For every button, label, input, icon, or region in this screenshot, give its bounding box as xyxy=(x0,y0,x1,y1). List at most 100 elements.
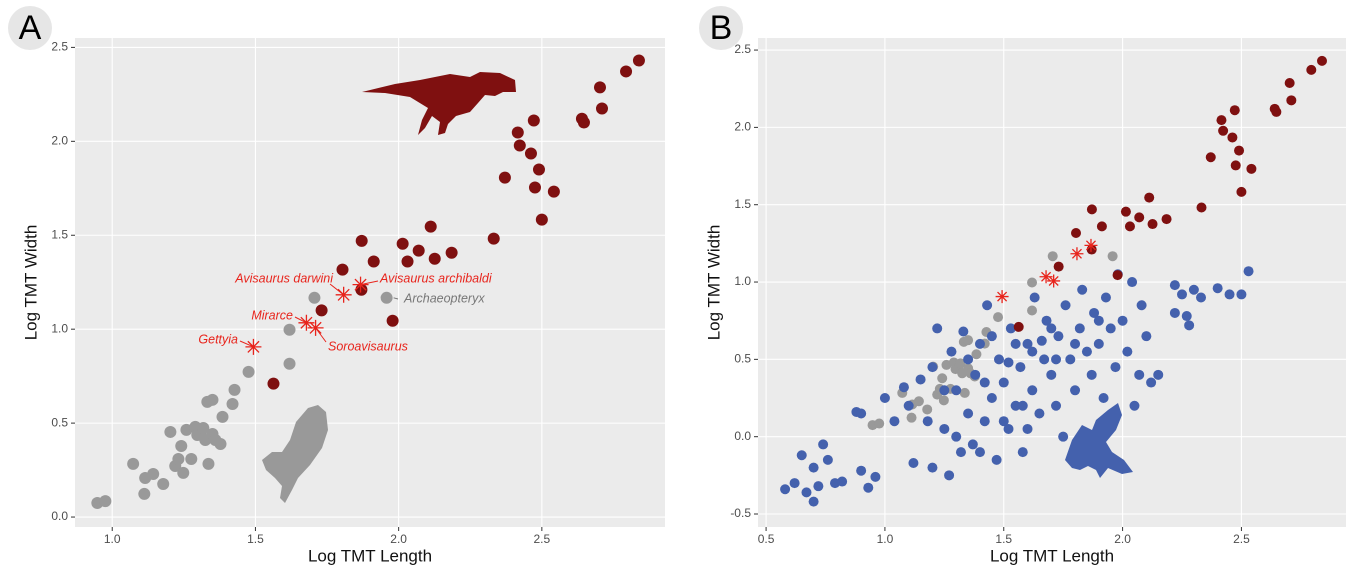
point xyxy=(822,454,833,465)
x-tick-label: 1.0 xyxy=(104,532,121,546)
point xyxy=(147,468,160,481)
point xyxy=(1098,393,1109,404)
point xyxy=(922,416,933,427)
point xyxy=(1147,219,1158,230)
point xyxy=(1081,346,1092,357)
silhouette xyxy=(1065,403,1133,478)
point xyxy=(1184,320,1195,331)
point xyxy=(1077,284,1088,295)
point xyxy=(955,358,966,369)
point xyxy=(396,237,409,250)
point xyxy=(974,338,985,349)
point xyxy=(1070,385,1081,396)
point xyxy=(202,457,215,470)
x-tick-label: 2.5 xyxy=(1233,532,1250,546)
point xyxy=(937,373,948,384)
point xyxy=(1230,160,1241,171)
point xyxy=(1086,369,1097,380)
y-tick-label: 1.5 xyxy=(51,227,68,241)
point xyxy=(206,393,219,406)
point xyxy=(927,362,938,373)
point xyxy=(1234,145,1245,156)
panel-letter: A xyxy=(19,9,42,47)
point xyxy=(1196,202,1207,213)
point xyxy=(1146,377,1157,388)
point xyxy=(1047,251,1058,262)
annotation-leader xyxy=(329,283,344,296)
point xyxy=(879,393,890,404)
point xyxy=(185,452,198,465)
x-tick-label: 1.5 xyxy=(247,532,264,546)
point xyxy=(939,385,950,396)
point xyxy=(1027,385,1038,396)
point xyxy=(1218,125,1229,136)
point xyxy=(1071,228,1082,239)
point xyxy=(1034,408,1045,419)
point xyxy=(1227,132,1238,143)
y-tick-label: 0.0 xyxy=(51,509,68,523)
point xyxy=(863,482,874,493)
x-axis-title: Log TMT Length xyxy=(308,546,432,565)
point xyxy=(870,471,881,482)
point xyxy=(1093,338,1104,349)
point xyxy=(1169,280,1180,291)
point xyxy=(401,255,414,268)
point xyxy=(963,354,974,365)
point xyxy=(1027,305,1038,316)
point xyxy=(789,478,800,489)
point xyxy=(979,377,990,388)
point xyxy=(1212,283,1223,294)
point xyxy=(889,416,900,427)
point xyxy=(380,291,393,304)
point xyxy=(1134,369,1145,380)
point xyxy=(818,439,829,450)
point xyxy=(998,416,1009,427)
x-tick-label: 2.5 xyxy=(534,532,551,546)
annotation-leader xyxy=(315,327,327,343)
asterisk-point xyxy=(1047,274,1061,288)
point xyxy=(1051,354,1062,365)
point xyxy=(1144,192,1155,203)
point xyxy=(1051,400,1062,411)
asterisk-point xyxy=(1070,247,1084,261)
point xyxy=(1236,289,1247,300)
point xyxy=(938,395,949,406)
point xyxy=(197,421,210,434)
point xyxy=(808,462,819,473)
panel-letter: B xyxy=(710,9,733,47)
point xyxy=(1177,289,1188,300)
point xyxy=(528,181,541,194)
y-tick-label: 0.0 xyxy=(734,429,751,443)
point xyxy=(216,410,229,423)
point xyxy=(1070,338,1081,349)
point xyxy=(939,423,950,434)
point xyxy=(1013,321,1024,332)
point xyxy=(1089,307,1100,318)
point xyxy=(1015,362,1026,373)
point xyxy=(1022,338,1033,349)
point xyxy=(963,408,974,419)
point xyxy=(1010,338,1021,349)
point xyxy=(1120,206,1131,217)
point xyxy=(1224,289,1235,300)
point xyxy=(1229,105,1240,116)
y-axis-title: Log TMT Width xyxy=(704,225,723,341)
point xyxy=(1039,354,1050,365)
point xyxy=(428,252,441,265)
point xyxy=(1181,311,1192,322)
point xyxy=(593,81,606,94)
point xyxy=(424,220,437,233)
x-tick-label: 2.0 xyxy=(390,532,407,546)
point xyxy=(524,147,537,160)
point xyxy=(498,171,511,184)
point xyxy=(99,495,112,508)
point xyxy=(1117,315,1128,326)
point xyxy=(1074,323,1085,334)
y-tick-label: 2.0 xyxy=(51,133,68,147)
point xyxy=(955,447,966,458)
asterisk-point xyxy=(1084,238,1098,252)
point xyxy=(157,477,170,490)
point xyxy=(1112,270,1123,281)
point xyxy=(932,323,943,334)
annotation-label: Archaeopteryx xyxy=(403,291,485,305)
